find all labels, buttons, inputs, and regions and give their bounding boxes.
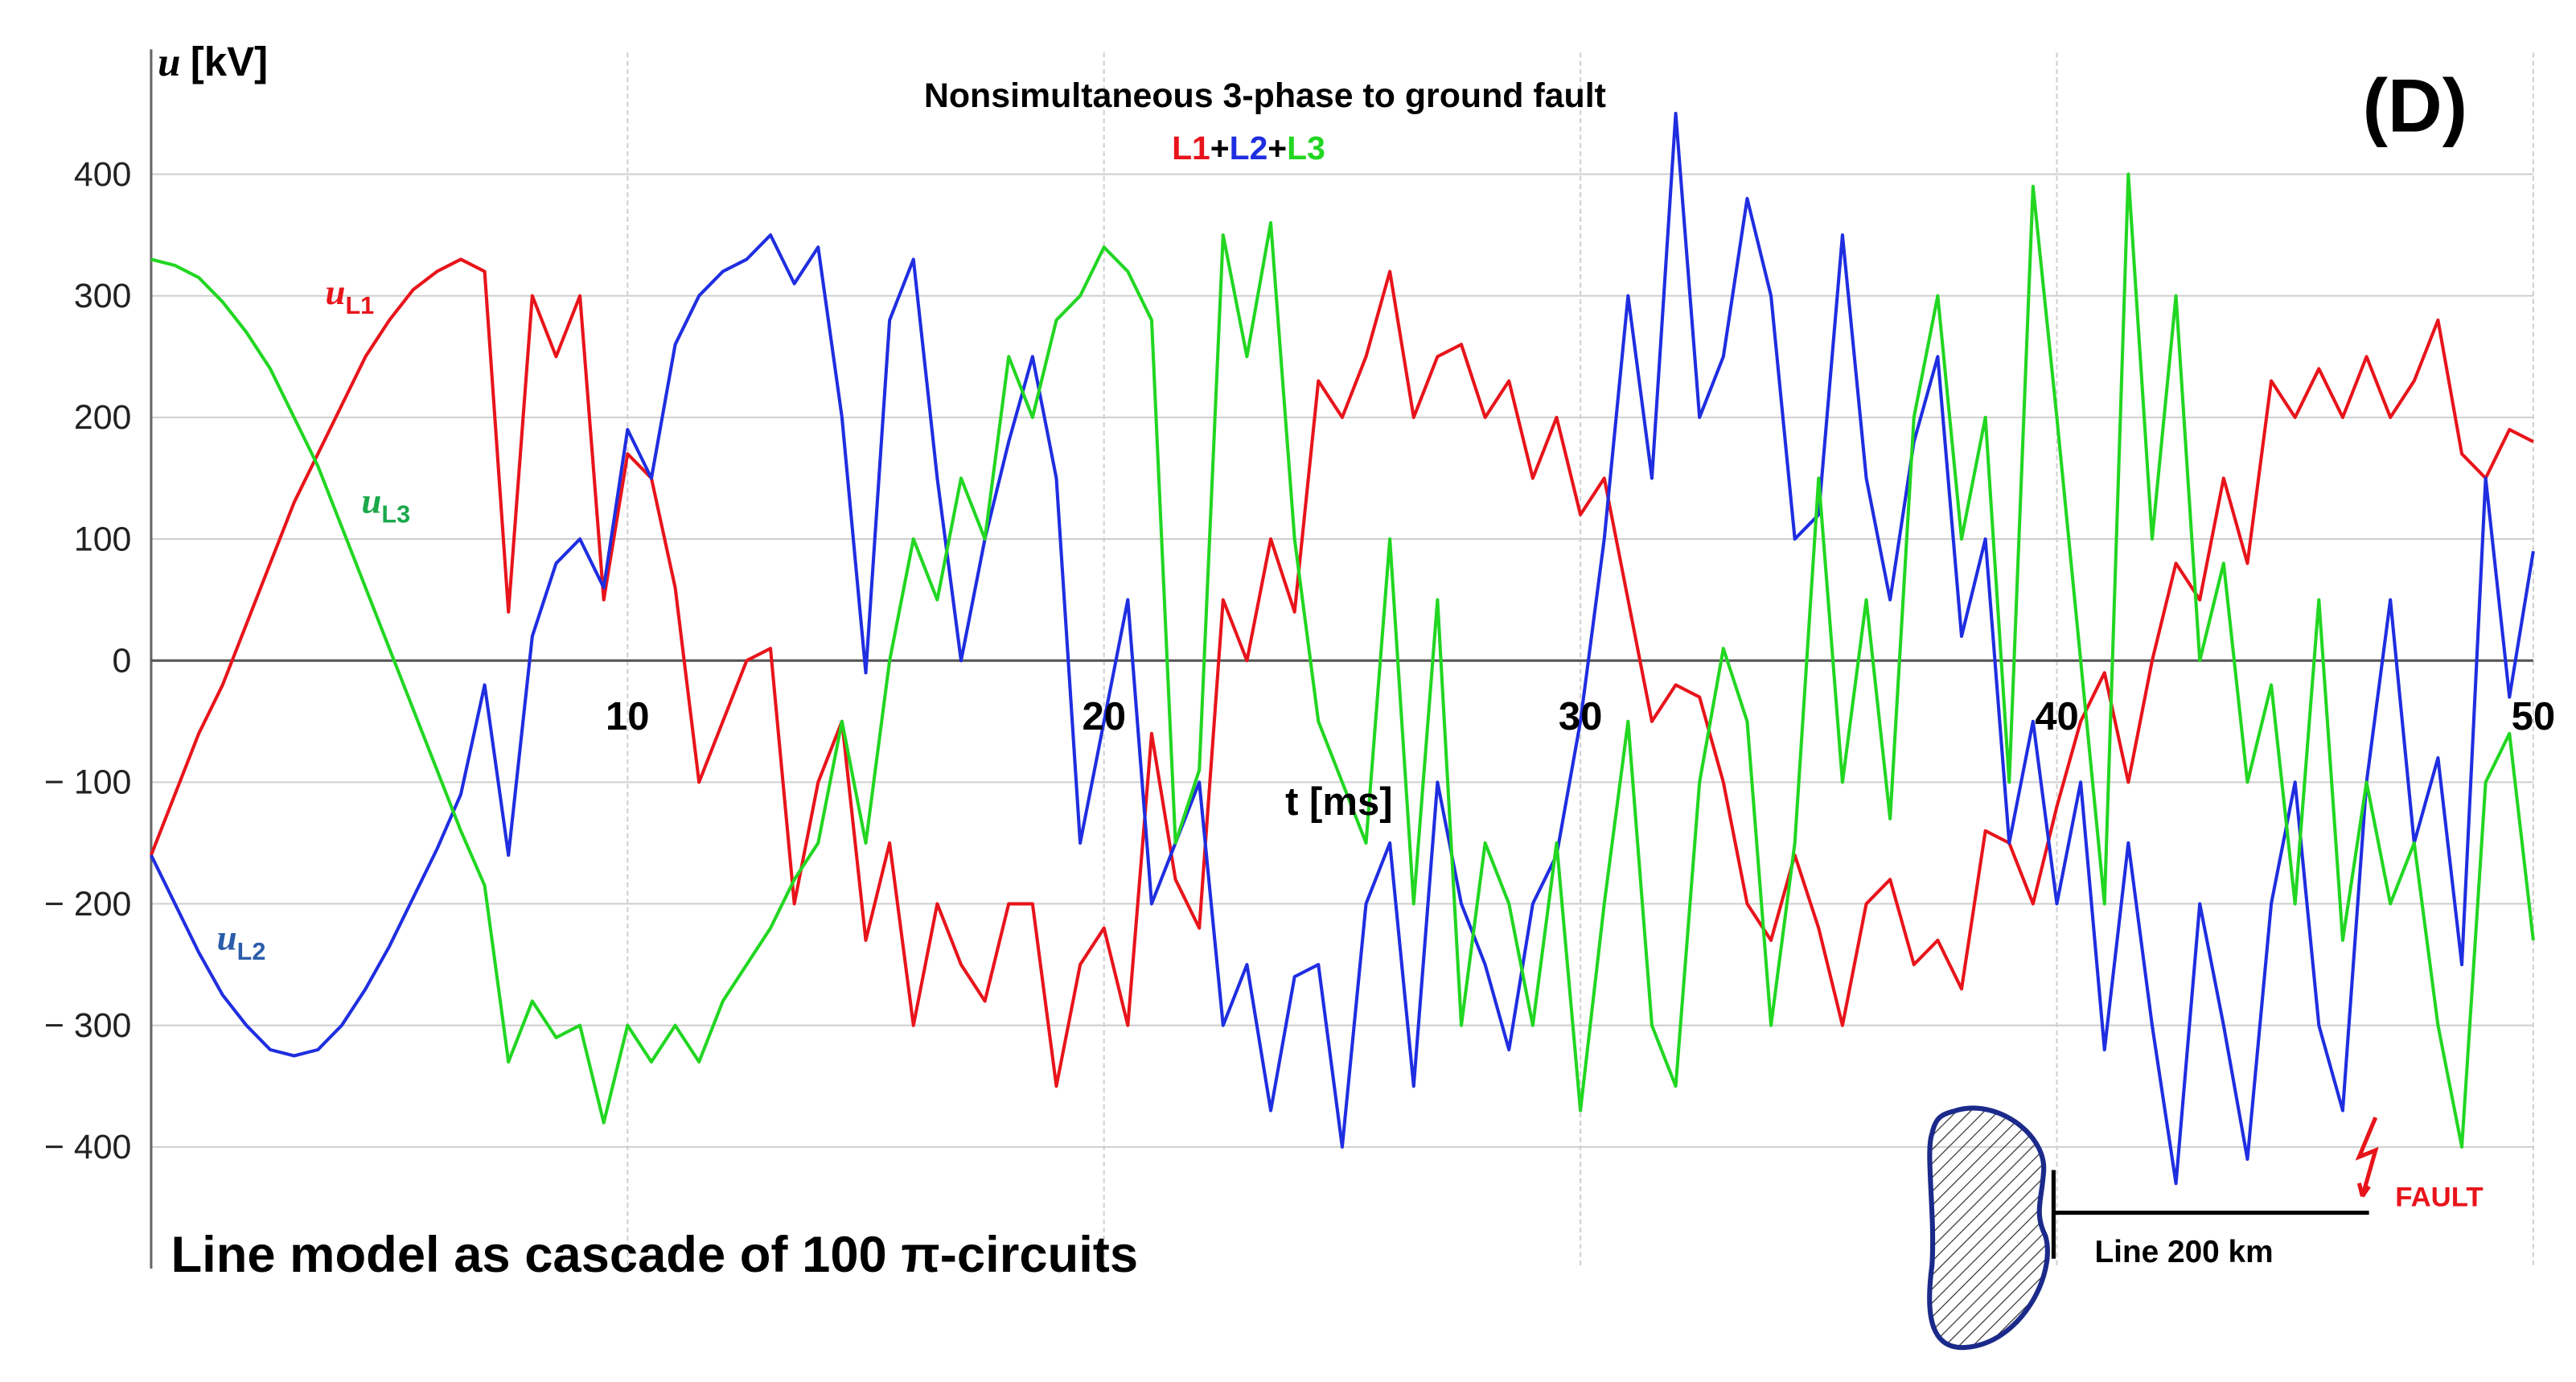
- legend-separator: +: [1267, 130, 1287, 167]
- y-tick-label: − 200: [44, 885, 132, 923]
- line-label: Line 200 km: [2094, 1235, 2273, 1269]
- legend-entry: L3: [1287, 130, 1325, 167]
- source-network: [1927, 1105, 2050, 1351]
- panel-label: (D): [2363, 63, 2467, 147]
- x-tick-label: 40: [2035, 695, 2079, 738]
- fault-label: FAULT: [2395, 1182, 2483, 1212]
- line-diagram: Line 200 km FAULT: [1927, 1105, 2484, 1351]
- y-tick-label: 0: [113, 642, 132, 681]
- curve-annotation: uL3: [361, 480, 410, 528]
- annotation-subscript: L2: [237, 938, 266, 965]
- fault-symbol: [2355, 1117, 2379, 1198]
- annotation-symbol: u: [325, 272, 345, 312]
- y-tick-label: − 400: [44, 1128, 132, 1166]
- curve-annotation: uL2: [217, 918, 266, 965]
- annotation-subscript: L1: [345, 292, 374, 319]
- x-tick-label: 10: [606, 695, 650, 738]
- y-tick-label: − 100: [44, 763, 132, 802]
- y-tick-label: 400: [74, 155, 132, 194]
- y-axis-symbol: u: [158, 39, 180, 85]
- y-axis-unit: [kV]: [191, 39, 268, 84]
- legend-entry: L2: [1230, 130, 1268, 167]
- x-axis-label: t [ms]: [1285, 780, 1392, 824]
- chart-title: Nonsimultaneous 3-phase to ground fault: [924, 76, 1606, 115]
- labels: Nonsimultaneous 3-phase to ground fault …: [44, 39, 2555, 1283]
- legend: L1+L2+L3: [1172, 130, 1325, 167]
- curve-annotation: uL1: [325, 272, 374, 319]
- y-tick-label: 100: [74, 520, 132, 558]
- legend-entry: L1: [1172, 130, 1210, 167]
- x-tick-label: 20: [1082, 695, 1126, 738]
- annotation-subscript: L3: [381, 501, 410, 529]
- series-line: [150, 172, 2535, 1149]
- legend-separator: +: [1210, 130, 1230, 167]
- series-line: [150, 257, 2534, 1088]
- y-tick-label: 300: [74, 277, 132, 315]
- y-axis-label: u [kV]: [158, 39, 268, 85]
- annotation-symbol: u: [217, 918, 237, 958]
- annotation-symbol: u: [361, 480, 381, 520]
- plot-lines: [150, 111, 2535, 1186]
- y-tick-label: − 300: [44, 1006, 132, 1045]
- x-tick-label: 30: [1559, 695, 1603, 738]
- x-tick-label: 50: [2512, 695, 2556, 738]
- caption: Line model as cascade of 100 π-circuits: [171, 1227, 1138, 1283]
- series-line: [150, 111, 2535, 1186]
- y-tick-label: 200: [74, 398, 132, 437]
